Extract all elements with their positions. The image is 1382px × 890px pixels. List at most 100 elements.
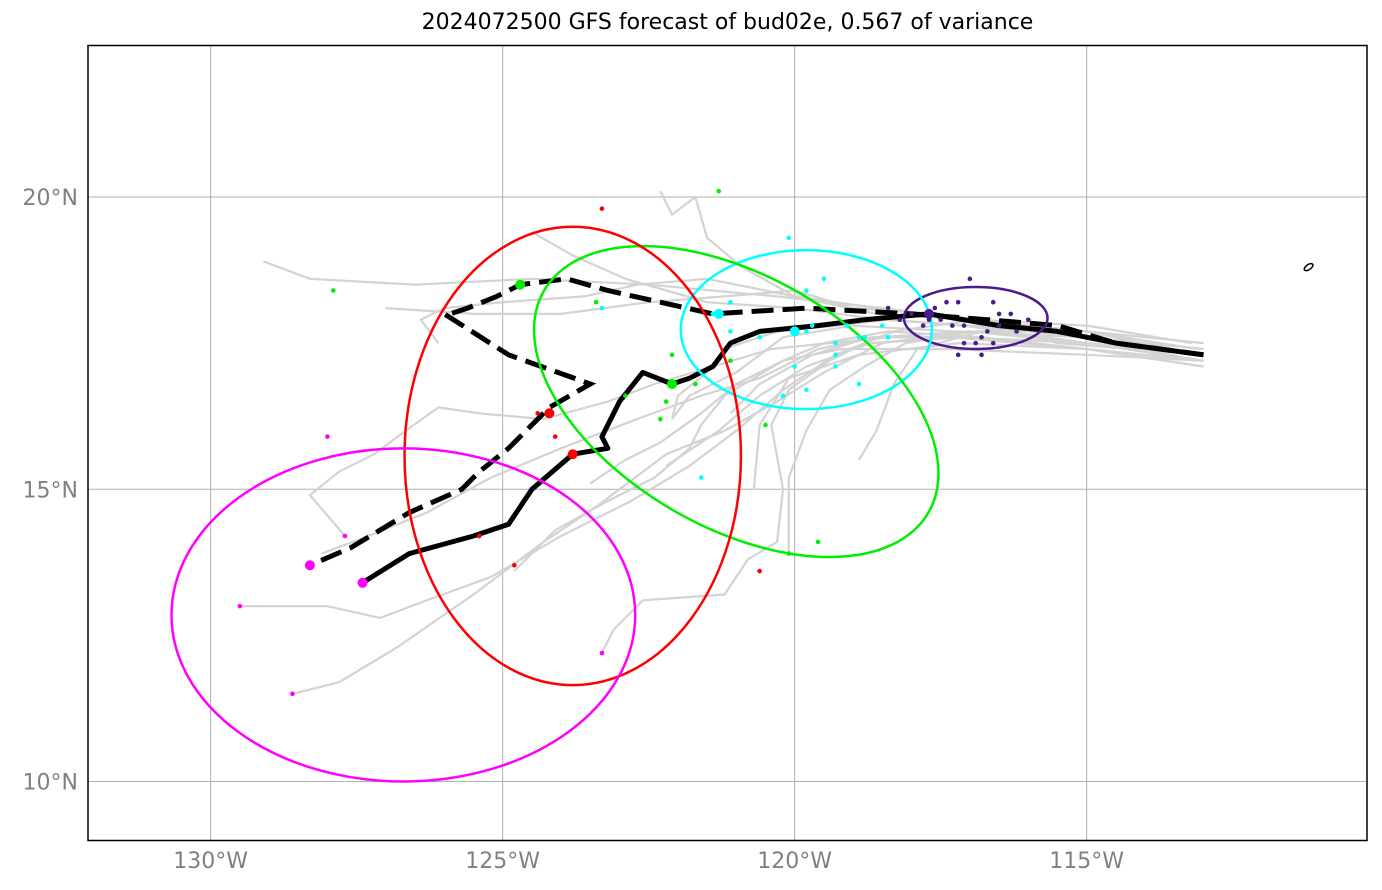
cyan-member-point bbox=[879, 323, 885, 328]
green-member-point bbox=[669, 352, 675, 358]
green-member-point bbox=[593, 299, 599, 305]
purple-member-point bbox=[985, 329, 990, 334]
green-member-point bbox=[622, 393, 628, 399]
green-member-point bbox=[663, 399, 669, 404]
magenta-member-point bbox=[599, 650, 605, 656]
purple-member-point bbox=[955, 299, 961, 305]
red-member-point bbox=[476, 533, 482, 539]
purple-member-point bbox=[973, 340, 979, 346]
cyan-member-point bbox=[856, 381, 862, 387]
ensemble-track bbox=[600, 330, 1198, 654]
purple-member-point bbox=[885, 305, 891, 311]
ensemble-track bbox=[729, 336, 1204, 415]
red-uncertainty-ellipse bbox=[403, 225, 743, 687]
red-member-point bbox=[535, 410, 540, 416]
cyan-member-point bbox=[844, 323, 850, 328]
purple-mean-point bbox=[923, 308, 934, 319]
purple-member-point bbox=[996, 323, 1002, 328]
ensemble-track bbox=[292, 330, 1204, 695]
green-member-point bbox=[763, 422, 768, 428]
magenta-member-point bbox=[237, 603, 243, 609]
red-mean-point bbox=[544, 408, 555, 419]
mean-track-dashed bbox=[308, 276, 1204, 568]
green-member-point bbox=[330, 288, 336, 293]
purple-member-point bbox=[967, 276, 973, 282]
purple-member-point bbox=[979, 352, 984, 358]
purple-member-point bbox=[996, 311, 1002, 317]
magenta-uncertainty-ellipse bbox=[170, 447, 637, 783]
cyan-member-point bbox=[728, 299, 733, 305]
purple-member-point bbox=[909, 311, 914, 317]
axis-ticks: 130°W 125°W 120°W 115°W 10°N 15°N 20°N bbox=[23, 186, 1125, 874]
purple-member-point bbox=[955, 352, 961, 358]
y-tick-label: 15°N bbox=[23, 478, 78, 503]
cyan-member-point bbox=[833, 364, 838, 369]
cyan-member-point bbox=[780, 393, 786, 399]
ensemble-track bbox=[308, 336, 1204, 537]
cyan-member-point bbox=[862, 334, 868, 340]
mean-track-solid bbox=[361, 311, 1204, 585]
ensemble-track bbox=[665, 336, 1198, 467]
cyan-member-point bbox=[856, 334, 862, 340]
y-tick-label: 10°N bbox=[23, 771, 78, 796]
green-member-point bbox=[693, 381, 698, 387]
purple-member-point bbox=[979, 334, 984, 340]
x-tick-label: 120°W bbox=[757, 849, 832, 874]
purple-member-point bbox=[938, 317, 943, 323]
magenta-member-point bbox=[325, 434, 330, 439]
ensemble-track bbox=[589, 330, 1204, 485]
chart-title: 2024072500 GFS forecast of bud02e, 0.567… bbox=[421, 10, 1034, 35]
cyan-mean-point bbox=[713, 308, 724, 319]
purple-member-point bbox=[897, 317, 903, 323]
plot-area bbox=[170, 188, 1314, 783]
cyan-uncertainty-ellipse bbox=[679, 248, 934, 411]
magenta-mean-point bbox=[304, 560, 315, 571]
cyan-member-point bbox=[833, 352, 838, 358]
purple-member-point bbox=[944, 299, 949, 305]
red-mean-point bbox=[567, 449, 578, 460]
red-member-point bbox=[552, 434, 558, 439]
ensemble-track bbox=[671, 324, 1204, 420]
purple-member-point bbox=[920, 323, 926, 328]
green-mean-point bbox=[667, 379, 678, 390]
cyan-member-point bbox=[885, 334, 891, 340]
ensemble-track bbox=[531, 231, 1204, 351]
x-tick-label: 125°W bbox=[465, 849, 540, 874]
green-member-point bbox=[658, 416, 663, 422]
purple-member-point bbox=[990, 340, 996, 346]
purple-member-point bbox=[1025, 317, 1031, 323]
cyan-mean-point bbox=[789, 326, 800, 337]
magenta-member-point bbox=[290, 691, 295, 697]
ensemble-track bbox=[787, 330, 1198, 554]
island-outline bbox=[1303, 262, 1314, 272]
green-member-point bbox=[716, 188, 722, 194]
green-uncertainty-ellipse bbox=[532, 244, 940, 559]
x-tick-label: 115°W bbox=[1049, 849, 1124, 874]
purple-uncertainty-ellipse bbox=[902, 285, 1049, 351]
red-member-point bbox=[757, 568, 762, 574]
green-mean-point bbox=[515, 279, 526, 290]
ensemble-track bbox=[385, 289, 1204, 356]
cyan-member-point bbox=[599, 305, 605, 311]
purple-member-point bbox=[932, 305, 938, 311]
cyan-member-point bbox=[804, 329, 809, 334]
magenta-member-point bbox=[342, 533, 348, 539]
magenta-mean-point bbox=[357, 577, 368, 588]
cyan-member-point bbox=[786, 235, 792, 241]
cyan-member-point bbox=[757, 334, 762, 340]
purple-member-point bbox=[1008, 311, 1014, 317]
grid-lines bbox=[88, 45, 1367, 840]
cyan-member-point bbox=[804, 387, 809, 393]
cyan-member-point bbox=[833, 340, 838, 346]
red-member-point bbox=[599, 206, 605, 211]
purple-member-point bbox=[961, 340, 967, 346]
purple-member-point bbox=[950, 323, 955, 328]
plot-frame bbox=[87, 44, 1368, 842]
cyan-member-point bbox=[728, 329, 733, 334]
cyan-member-point bbox=[698, 475, 704, 480]
red-member-point bbox=[512, 562, 517, 568]
cyan-member-point bbox=[809, 323, 815, 328]
green-member-point bbox=[786, 551, 792, 556]
cyan-member-point bbox=[821, 276, 827, 282]
